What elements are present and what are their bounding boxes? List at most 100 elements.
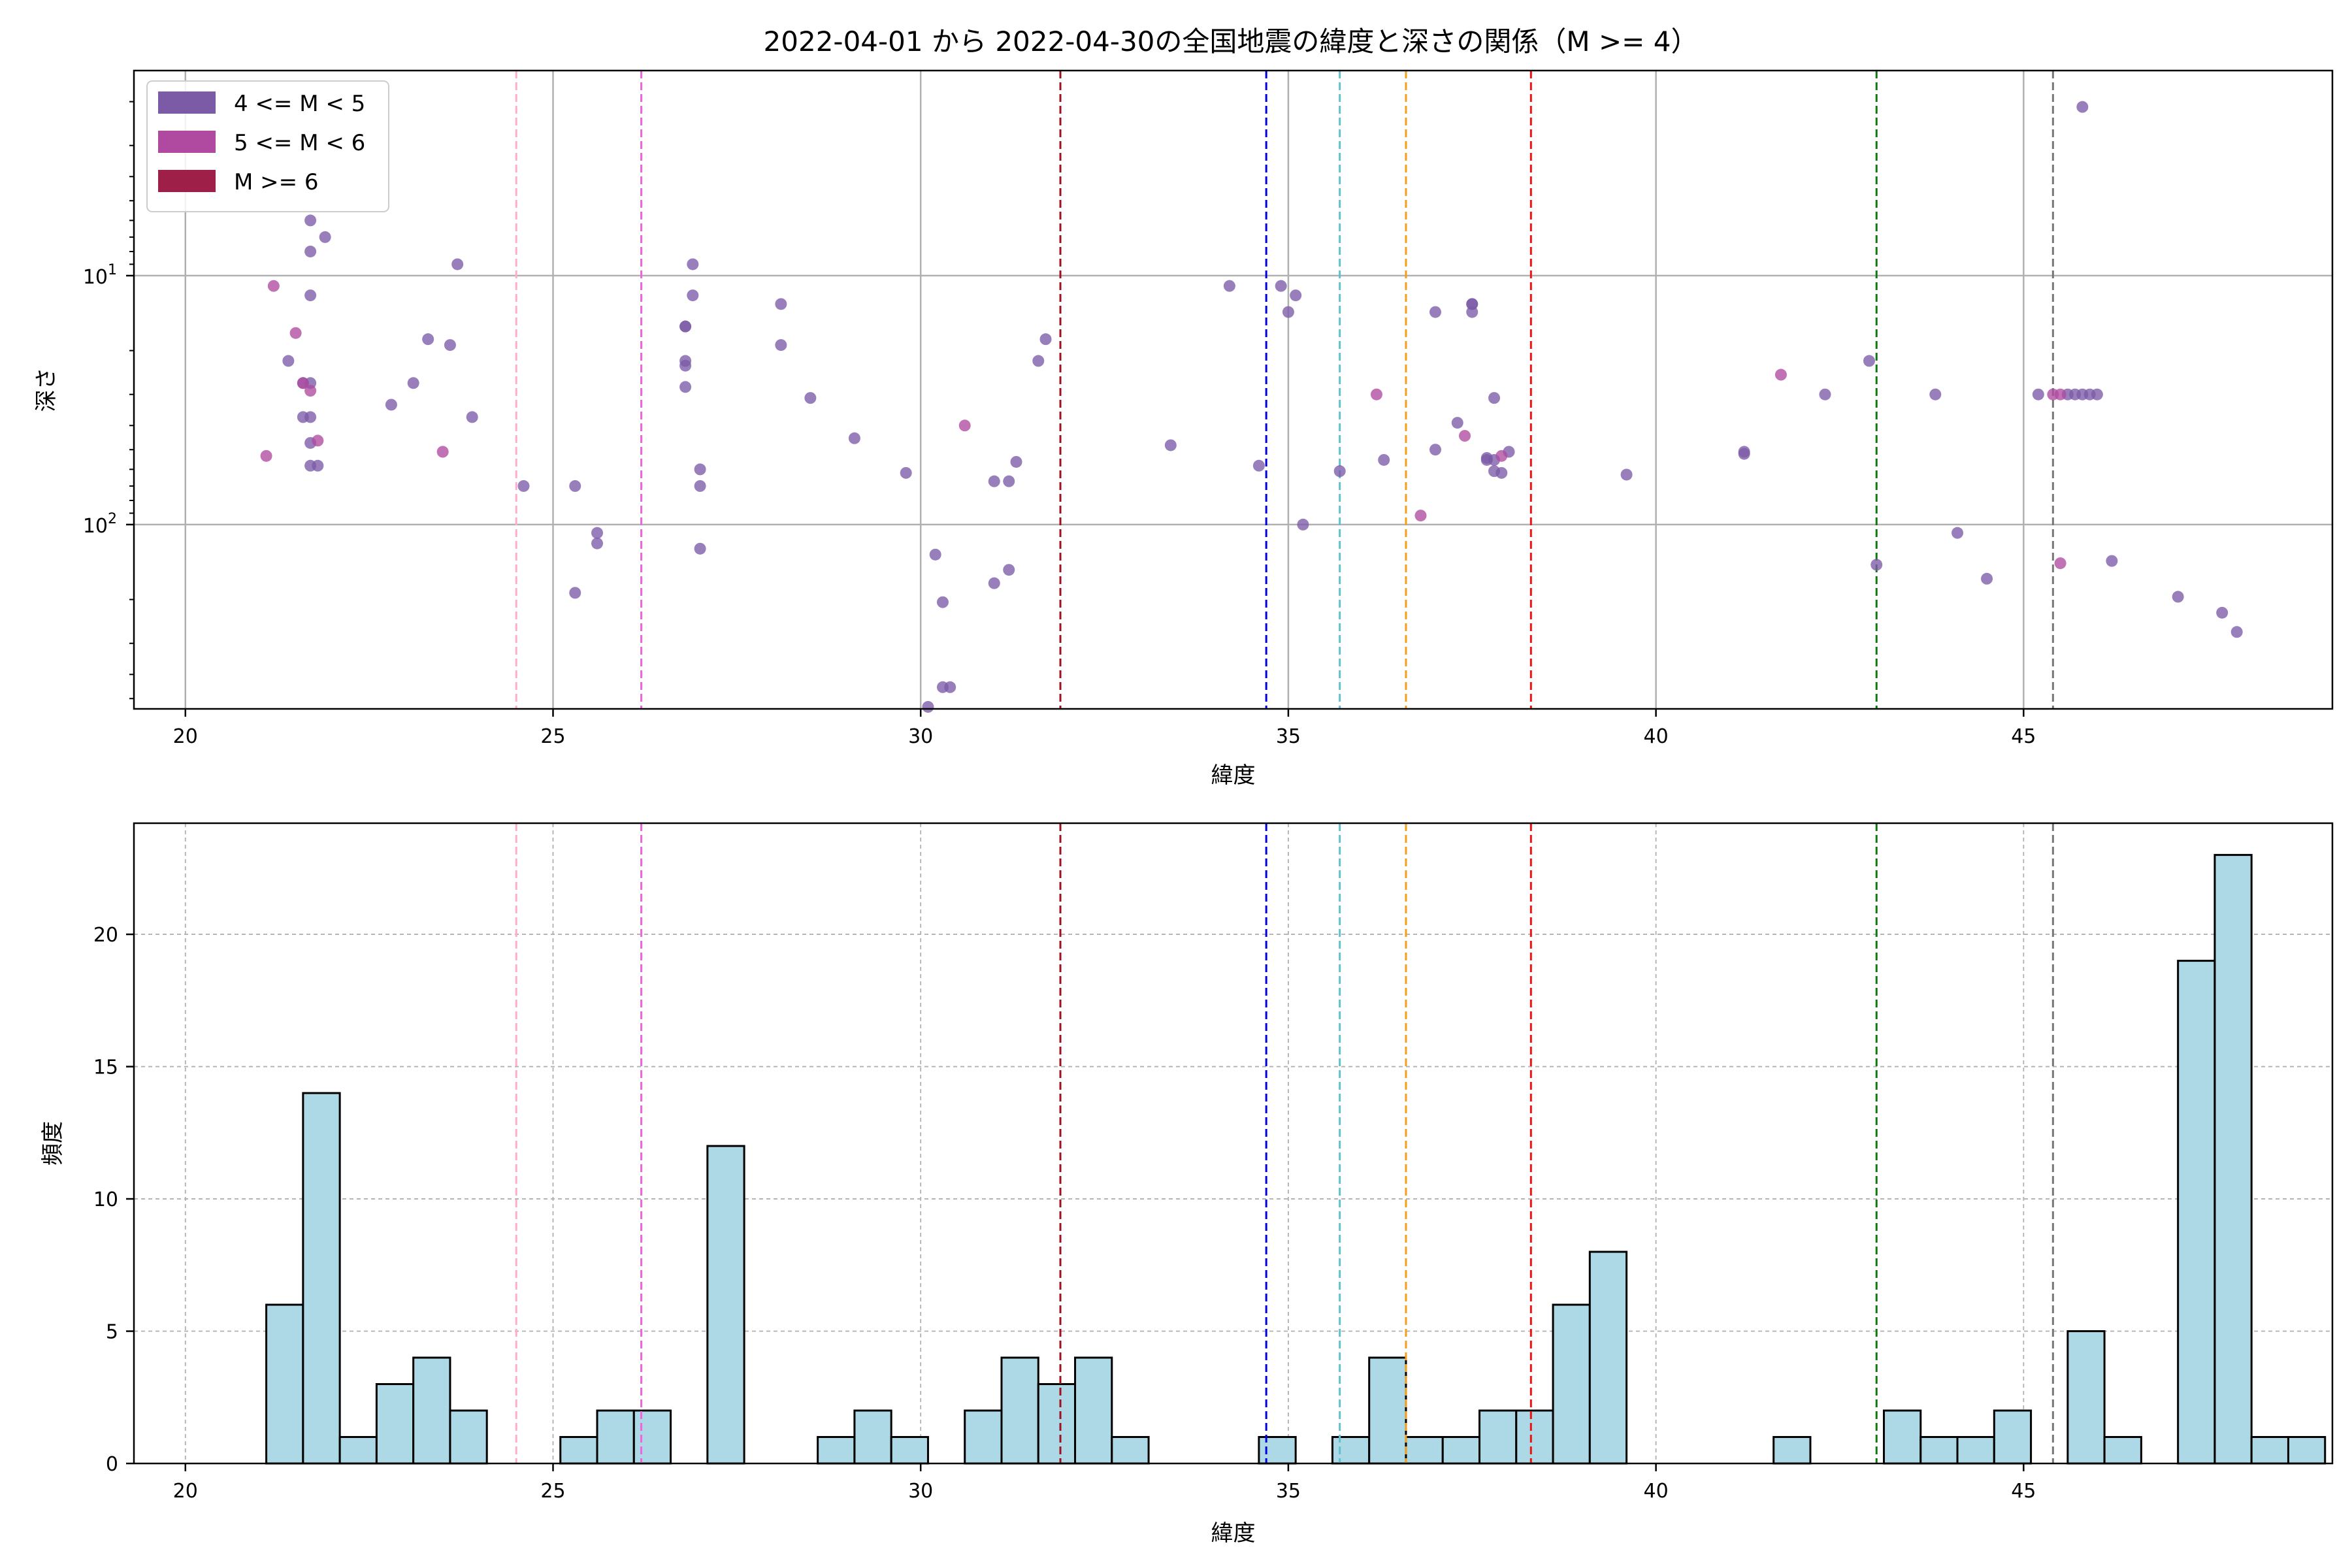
scatter-y-tick-base: 10 — [83, 515, 108, 538]
scatter-point-series-0 — [1620, 468, 1633, 481]
scatter-point-series-1 — [289, 327, 302, 339]
legend-label-m4: 4 <= M < 5 — [234, 91, 365, 117]
scatter-axes-frame — [133, 69, 2334, 710]
scatter-point-series-0 — [1003, 564, 1015, 576]
scatter-point-series-0 — [466, 411, 478, 423]
histogram-bar — [1882, 1409, 1922, 1465]
histogram-bar — [890, 1436, 929, 1465]
histogram-bar — [2066, 1330, 2106, 1465]
histogram-y-ticks: 0 5 10 15 20 — [93, 924, 134, 1476]
histogram-bar — [265, 1303, 304, 1465]
histogram-x-tick-label: 20 — [173, 1480, 198, 1503]
histogram-bar — [338, 1436, 378, 1465]
histogram-bar — [1478, 1409, 1518, 1465]
histogram-x-axis-label: 緯度 — [1211, 1520, 1256, 1546]
scatter-point-series-0 — [1738, 446, 1750, 458]
histogram-bar — [2103, 1436, 2142, 1465]
histogram-bar — [1993, 1409, 2033, 1465]
histogram-x-tick-label: 35 — [1276, 1480, 1301, 1503]
scatter-y-tick-exponent: 1 — [108, 262, 117, 278]
scatter-point-series-1 — [1774, 368, 1787, 381]
histogram-bar — [1552, 1303, 1591, 1465]
histogram-bar — [2177, 960, 2216, 1465]
histogram-panel: 20 25 30 35 40 45 0 5 10 15 20 緯度 頻度 — [40, 822, 2334, 1546]
scatter-point-series-0 — [687, 258, 699, 270]
scatter-x-tick-label: 20 — [173, 725, 198, 748]
scatter-point-series-0 — [1290, 289, 1302, 302]
scatter-point-series-0 — [775, 339, 787, 351]
scatter-point-series-1 — [1370, 388, 1382, 400]
scatter-point-series-0 — [312, 459, 324, 472]
scatter-point-series-0 — [2172, 591, 2184, 603]
scatter-point-series-1 — [2054, 557, 2066, 570]
scatter-point-series-0 — [1282, 306, 1294, 318]
histogram-bar — [1258, 1436, 1297, 1465]
scatter-point-series-0 — [451, 258, 464, 270]
scatter-point-series-0 — [936, 596, 949, 608]
scatter-point-series-0 — [282, 355, 295, 367]
scatter-point-series-0 — [1488, 392, 1501, 404]
scatter-point-series-0 — [694, 480, 706, 492]
scatter-point-series-0 — [775, 298, 787, 310]
scatter-point-series-0 — [2032, 388, 2044, 400]
scatter-point-series-0 — [1252, 459, 1265, 472]
scatter-title: 2022-04-01 から 2022-04-30の全国地震の緯度と深さの関係（M… — [764, 25, 1699, 57]
histogram-bar — [1588, 1250, 1628, 1465]
scatter-point-series-1 — [1495, 449, 1508, 462]
scatter-point-series-0 — [1010, 455, 1022, 468]
scatter-point-series-1 — [297, 377, 309, 389]
legend-swatch-m5 — [158, 131, 216, 153]
histogram-bar — [2287, 1436, 2327, 1465]
scatter-point-series-0 — [1981, 572, 1993, 585]
scatter-point-series-0 — [385, 399, 397, 411]
scatter-y-tick-base: 10 — [83, 266, 108, 289]
histogram-bar — [1111, 1436, 1150, 1465]
scatter-point-series-0 — [2230, 626, 2243, 638]
scatter-point-series-0 — [2076, 101, 2089, 113]
scatter-point-series-0 — [922, 700, 934, 713]
histogram-reference-lines — [515, 823, 2054, 1463]
scatter-point-series-0 — [1819, 388, 1831, 400]
histogram-bar — [1074, 1356, 1113, 1465]
histogram-bar — [817, 1436, 856, 1465]
scatter-point-series-0 — [569, 587, 581, 599]
scatter-point-series-0 — [988, 577, 1000, 589]
histogram-x-tick-label: 30 — [908, 1480, 933, 1503]
histogram-bar — [632, 1409, 672, 1465]
scatter-point-series-0 — [1333, 465, 1346, 478]
legend-swatch-m6 — [158, 170, 216, 192]
scatter-point-series-1 — [958, 419, 971, 432]
scatter-x-tick-label: 25 — [540, 725, 565, 748]
histogram-bar — [1037, 1383, 1077, 1465]
histogram-bar — [302, 1092, 341, 1465]
scatter-point-series-0 — [304, 245, 317, 257]
scatter-point-series-0 — [694, 542, 706, 555]
scatter-x-ticks: 20 25 30 35 40 45 — [173, 709, 2036, 748]
scatter-grid — [134, 71, 2332, 709]
scatter-point-series-0 — [444, 339, 456, 351]
histogram-bar — [412, 1356, 451, 1465]
legend-label-m5: 5 <= M < 6 — [234, 130, 365, 156]
histogram-bar — [706, 1145, 745, 1465]
scatter-point-series-1 — [304, 385, 317, 397]
scatter-point-series-0 — [1429, 306, 1441, 318]
histogram-bar — [559, 1436, 598, 1465]
scatter-point-series-0 — [1863, 355, 1875, 367]
scatter-point-series-0 — [1429, 444, 1441, 456]
scatter-point-series-1 — [267, 280, 280, 292]
scatter-point-series-0 — [2091, 388, 2103, 400]
scatter-point-series-0 — [1275, 280, 1287, 292]
scatter-x-axis-label: 緯度 — [1211, 762, 1256, 789]
histogram-x-tick-label: 45 — [2011, 1480, 2036, 1503]
scatter-legend: 4 <= M < 5 5 <= M < 6 M >= 6 — [146, 80, 389, 212]
scatter-x-tick-label: 45 — [2011, 725, 2036, 748]
scatter-point-series-0 — [319, 231, 331, 243]
scatter-point-series-0 — [1297, 518, 1309, 531]
histogram-bar — [1919, 1436, 1959, 1465]
scatter-point-series-0 — [900, 466, 912, 479]
scatter-point-series-0 — [1929, 388, 1942, 400]
scatter-point-series-0 — [304, 411, 317, 423]
